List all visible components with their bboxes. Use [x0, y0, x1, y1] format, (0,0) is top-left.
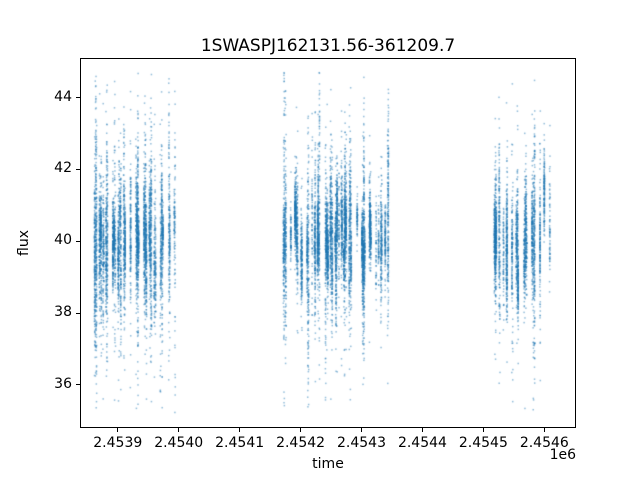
- x-tick: [300, 428, 302, 432]
- y-tick-label: 36: [54, 375, 72, 392]
- x-tick-label: 2.4543: [337, 435, 386, 451]
- y-tick: [76, 97, 80, 98]
- x-tick: [482, 428, 484, 432]
- chart-title: 1SWASPJ162131.56-361209.7: [200, 36, 456, 56]
- y-tick: [76, 240, 80, 242]
- y-tick-label: 42: [54, 160, 72, 177]
- y-tick-label: 44: [54, 88, 72, 105]
- x-tick-label: 2.4541: [215, 435, 265, 451]
- y-tick: [76, 312, 80, 314]
- y-tick-label: 40: [54, 232, 72, 249]
- x-tick: [361, 428, 362, 432]
- x-tick: [239, 428, 241, 432]
- x-tick-label: 2.4542: [276, 435, 326, 451]
- x-tick-label: 2.4539: [93, 435, 143, 451]
- x-axis-offset-label: 1e6: [549, 447, 576, 463]
- x-axis-label: time: [312, 456, 344, 472]
- x-tick: [421, 428, 423, 432]
- y-tick: [76, 384, 80, 386]
- x-tick: [543, 428, 545, 432]
- y-tick-label: 38: [54, 304, 72, 321]
- x-tick-label: 2.4546: [519, 435, 569, 451]
- x-tick: [117, 428, 119, 432]
- x-tick-label: 2.4544: [397, 435, 447, 451]
- x-tick-label: 2.4545: [458, 435, 508, 451]
- scatter-canvas: [80, 58, 576, 428]
- y-tick: [76, 168, 80, 170]
- x-tick-label: 2.4540: [154, 435, 204, 451]
- x-tick: [178, 428, 180, 432]
- y-axis-label: flux: [16, 230, 32, 256]
